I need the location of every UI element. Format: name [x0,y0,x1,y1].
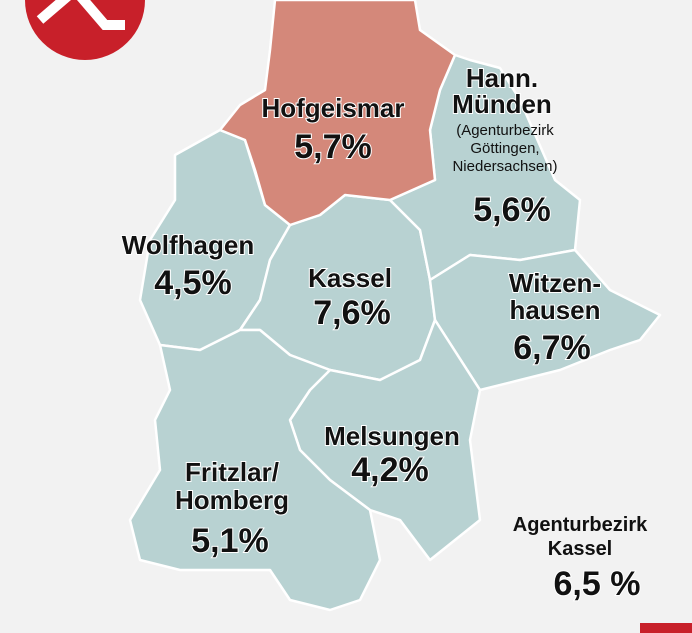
region-name: Kassel [308,263,392,293]
region-name: hausen [509,295,600,325]
region-fritzlar-homberg [128,328,382,612]
region-value: 6,7% [513,329,591,367]
region-note: Göttingen, [470,140,539,157]
summary-label: Agenturbezirk [513,514,648,536]
region-value: 5,7% [294,128,372,166]
summary-value: 6,5 % [554,565,641,603]
region-name: Homberg [175,485,289,515]
region-name: Münden [452,89,552,119]
region-hofgeismar [218,0,457,227]
region-name: Hofgeismar [261,93,404,123]
region-note: (Agenturbezirk [456,122,554,139]
region-name: Wolfhagen [122,230,254,260]
summary-label: Kassel [548,538,613,560]
region-name: Fritzlar/ [185,457,279,487]
region-name: Witzen- [509,268,601,298]
publisher-badge [640,623,692,633]
region-value: 4,2% [351,451,429,489]
region-note: Niedersachsen) [452,158,557,175]
region-name: Melsungen [324,421,460,451]
region-value: 4,5% [154,264,232,302]
region-name: Hann. [466,63,538,93]
logo [25,0,145,60]
region-value: 5,6% [473,191,551,229]
region-value: 5,1% [191,522,269,560]
region-value: 7,6% [313,294,391,332]
